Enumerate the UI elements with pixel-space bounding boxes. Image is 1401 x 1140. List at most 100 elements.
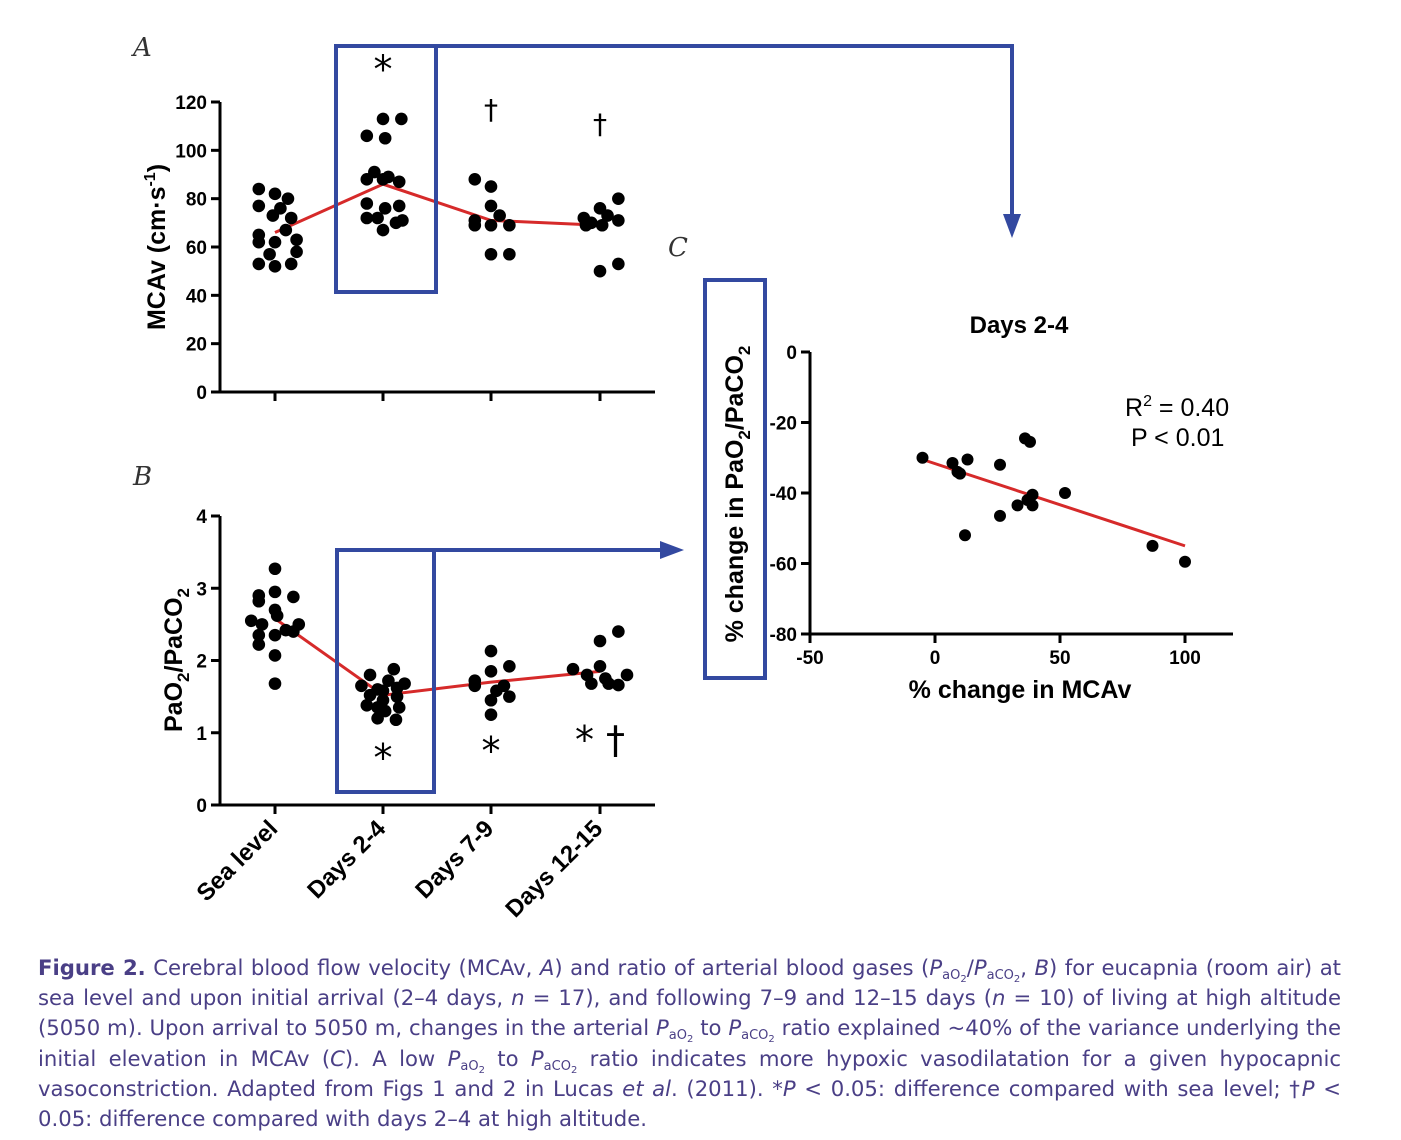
- data-point: [287, 590, 300, 604]
- data-point: [994, 509, 1006, 522]
- data-point: [593, 659, 607, 673]
- data-point: [468, 679, 482, 693]
- data-point: [503, 247, 516, 261]
- data-point: [268, 235, 282, 249]
- y-tick-label: 100: [175, 141, 207, 162]
- y-tick-label: 4: [196, 507, 207, 528]
- data-point: [266, 209, 280, 222]
- caption-text: ,: [1020, 955, 1035, 980]
- y-tick-label: -40: [770, 484, 797, 505]
- caption-italic: n: [511, 985, 525, 1011]
- caption-italic: P: [929, 955, 943, 980]
- panel-c-x-label: % change in MCAv: [909, 676, 1132, 704]
- data-point: [360, 197, 374, 210]
- data-point: [946, 457, 959, 470]
- data-point: [371, 712, 384, 725]
- data-point: [378, 131, 392, 145]
- y-tick-label: -80: [770, 625, 797, 646]
- panel-b-label: B: [132, 462, 152, 492]
- caption-italic: P: [530, 1045, 544, 1071]
- caption-text: < 0.05: difference compared with sea lev…: [795, 1075, 1302, 1101]
- y-tick-label: 80: [186, 190, 207, 211]
- data-point: [252, 257, 266, 271]
- caption-text: ratio indicates more hypoxic vasodilatat…: [38, 1045, 1341, 1101]
- data-point: [263, 247, 276, 261]
- data-point: [284, 257, 298, 271]
- data-point: [468, 218, 482, 232]
- data-point: [916, 451, 929, 464]
- panel-c-highlight-box: [703, 278, 767, 680]
- data-point: [252, 182, 266, 196]
- data-point: [595, 218, 609, 232]
- arrowhead-right: [660, 541, 684, 559]
- panel-a-highlight-box: [334, 44, 438, 294]
- data-point: [252, 235, 266, 249]
- data-point: [612, 192, 625, 205]
- data-point: [290, 233, 303, 247]
- data-point: [484, 247, 498, 261]
- caption-italic: P: [1301, 1075, 1315, 1101]
- data-point: [493, 209, 506, 222]
- caption-text: . (2011). *: [671, 1075, 783, 1101]
- data-point: [503, 659, 516, 673]
- data-point: [390, 690, 404, 703]
- data-point: [287, 625, 300, 638]
- data-point: [281, 192, 295, 205]
- data-point: [395, 112, 408, 126]
- y-tick-label: 0: [196, 383, 207, 404]
- panel-a: A 0 20 40 60 80 100 120 MCAv (cm·s-1) * † †: [131, 33, 655, 404]
- data-point: [994, 458, 1006, 471]
- data-point: [378, 202, 392, 215]
- data-point: [484, 708, 498, 721]
- arrowhead-down: [1003, 214, 1021, 238]
- data-point: [954, 467, 966, 480]
- panel-b-y-label: PaO2/PaCO2: [160, 588, 193, 732]
- data-point: [268, 562, 282, 576]
- category-label: Days 2-4: [302, 815, 391, 904]
- panel-c-p-value: P < 0.01: [1131, 424, 1224, 452]
- data-point: [360, 211, 374, 225]
- data-point: [392, 175, 406, 189]
- panel-c: C Days 2-4 0 -20 -40 -60 -80 -50 0 50 100 % cha…: [668, 233, 1233, 704]
- y-tick-label: 1: [196, 724, 207, 745]
- data-point: [268, 677, 282, 690]
- data-point: [1179, 555, 1191, 568]
- data-point: [1146, 539, 1159, 552]
- data-point: [355, 679, 368, 693]
- caption-text: ). A low: [344, 1045, 448, 1071]
- caption-italic: et al: [622, 1075, 672, 1101]
- data-point: [390, 681, 404, 695]
- y-tick-label: 120: [175, 93, 207, 114]
- caption-sub: aCO2: [741, 1028, 775, 1046]
- data-point: [268, 628, 282, 642]
- y-tick-label: -60: [770, 555, 797, 576]
- data-point: [503, 218, 516, 232]
- data-point: [360, 129, 374, 143]
- data-point: [270, 609, 284, 623]
- y-tick-label: 3: [196, 579, 207, 600]
- data-point: [579, 218, 593, 232]
- panel-a-y-label: MCAv (cm·s-1): [142, 164, 171, 330]
- data-point: [382, 674, 395, 688]
- data-point: [612, 257, 625, 271]
- data-point: [371, 211, 384, 225]
- data-point: [363, 688, 377, 702]
- data-point: [360, 698, 374, 712]
- caption-text: < 0.05: difference compared with days 2–…: [38, 1075, 1341, 1132]
- caption-sub: aO2: [668, 1028, 694, 1046]
- data-point: [1059, 487, 1071, 499]
- significance-marker: *: [374, 48, 393, 92]
- data-point: [961, 453, 974, 466]
- caption-text: /: [966, 955, 974, 980]
- caption-italic: n: [992, 985, 1006, 1011]
- panel-b: B 0 1 2 3 4 PaO2/PaCO2 * * * † Sea level Days 2…: [132, 462, 655, 923]
- data-point: [268, 585, 282, 599]
- data-point: [593, 264, 607, 278]
- data-point: [484, 665, 498, 678]
- caption-text: ) for eucapnia (room air) at sea level a…: [38, 955, 1341, 1011]
- caption-text: = 17), and following 7–9 and 12–15 days …: [524, 985, 992, 1011]
- significance-marker: †: [484, 93, 498, 126]
- caption-text: ratio explained ~40% of the variance und…: [38, 1015, 1341, 1071]
- panel-c-label: C: [668, 233, 688, 263]
